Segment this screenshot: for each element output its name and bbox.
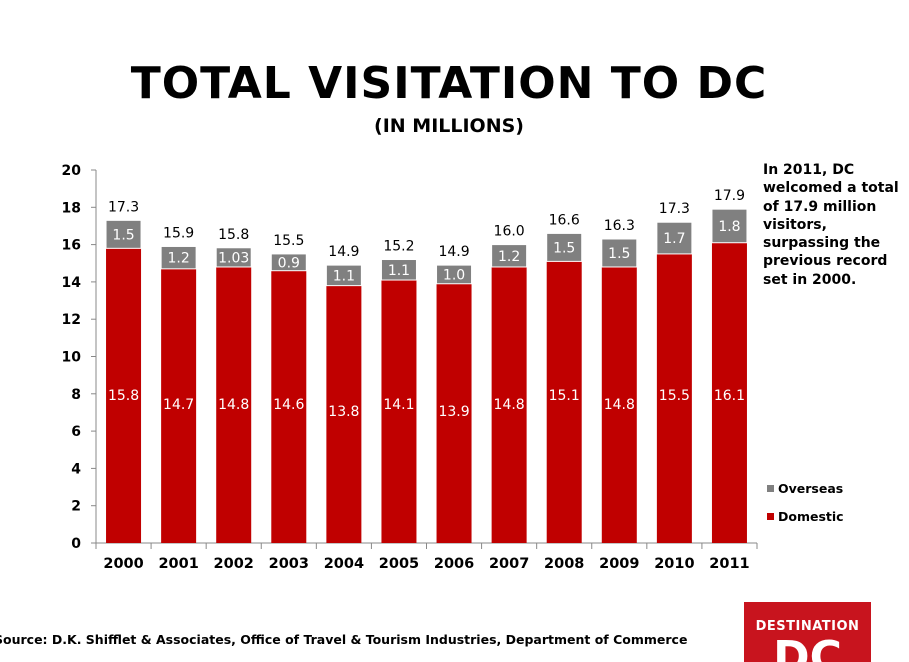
overseas-value-label: 1.5: [112, 227, 134, 243]
total-value-label: 17.3: [108, 199, 139, 215]
total-value-label: 15.5: [273, 233, 304, 249]
bar-overseas: [325, 264, 362, 287]
x-tick-label: 2010: [654, 556, 694, 572]
bar-overseas: [491, 244, 528, 268]
total-value-label: 15.2: [383, 239, 414, 255]
legend-label-domestic: Domestic: [778, 509, 844, 524]
bar-domestic: [381, 280, 417, 543]
domestic-value-label: 14.8: [218, 397, 249, 413]
bar-domestic: [161, 268, 197, 543]
overseas-value-label: 1.2: [167, 251, 189, 267]
bar-domestic: [436, 283, 472, 543]
legend-label-overseas: Overseas: [778, 481, 843, 496]
overseas-value-label: 1.03: [218, 250, 249, 266]
bar-overseas: [436, 264, 473, 285]
bar-overseas: [711, 208, 748, 244]
y-tick-label: 4: [71, 461, 81, 477]
y-tick-label: 6: [71, 424, 81, 440]
destination-dc-logo: DESTINATION DC: [744, 602, 871, 662]
total-value-label: 17.3: [659, 201, 690, 217]
y-tick-label: 0: [71, 536, 81, 552]
overseas-value-label: 1.1: [388, 263, 410, 279]
bar-domestic: [326, 285, 362, 543]
bar-domestic: [601, 266, 637, 543]
total-value-label: 15.8: [218, 227, 249, 243]
y-tick-label: 20: [62, 163, 82, 179]
total-value-label: 15.9: [163, 225, 194, 241]
total-value-label: 14.9: [438, 244, 469, 260]
overseas-value-label: 1.0: [443, 267, 465, 283]
y-tick-label: 10: [62, 350, 82, 366]
bar-overseas: [215, 247, 252, 268]
x-tick-label: 2007: [489, 556, 529, 572]
y-tick-label: 8: [71, 387, 81, 403]
total-value-label: 16.3: [604, 218, 635, 234]
source-note: Source: D.K. Shifflet & Associates, Offi…: [0, 632, 688, 647]
y-tick-label: 18: [62, 200, 81, 216]
overseas-value-label: 1.1: [333, 268, 355, 284]
total-value-label: 14.9: [328, 244, 359, 260]
domestic-value-label: 16.1: [714, 388, 745, 404]
bar-overseas: [380, 259, 417, 281]
x-tick-label: 2004: [324, 556, 364, 572]
x-tick-label: 2003: [269, 556, 309, 572]
x-tick-label: 2009: [599, 556, 639, 572]
chart-title: TOTAL VISITATION TO DC: [130, 58, 768, 109]
bar-domestic: [546, 261, 582, 543]
y-tick-label: 16: [62, 238, 81, 254]
callout-text: In 2011, DC welcomed a total of 17.9 mil…: [763, 162, 899, 288]
y-tick-label: 14: [62, 275, 82, 291]
bar-overseas: [270, 253, 307, 272]
legend-swatch-domestic: [767, 513, 774, 520]
domestic-value-label: 14.7: [163, 397, 194, 413]
total-value-label: 16.0: [494, 224, 525, 240]
logo-main-text: DC: [773, 632, 842, 662]
x-tick-label: 2011: [709, 556, 749, 572]
bar-domestic: [216, 266, 252, 543]
bar-domestic: [271, 270, 307, 543]
overseas-value-label: 1.5: [608, 246, 630, 262]
domestic-value-label: 15.1: [549, 388, 580, 404]
x-tick-label: 2005: [379, 556, 419, 572]
bar-domestic: [656, 253, 692, 544]
bar-overseas: [546, 232, 583, 262]
bar-domestic: [106, 248, 142, 543]
bar-overseas: [601, 238, 638, 268]
overseas-value-label: 1.7: [663, 231, 685, 247]
domestic-value-label: 13.8: [328, 404, 359, 420]
logo-top-text: DESTINATION: [755, 619, 860, 634]
total-value-label: 17.9: [714, 188, 745, 204]
bar-domestic: [711, 242, 747, 544]
domestic-value-label: 14.6: [273, 397, 304, 413]
overseas-value-label: 1.8: [718, 219, 740, 235]
domestic-value-label: 14.1: [383, 397, 414, 413]
chart-subtitle: (IN MILLIONS): [374, 115, 524, 137]
overseas-value-label: 1.5: [553, 240, 575, 256]
domestic-value-label: 15.5: [659, 388, 690, 404]
y-tick-label: 2: [71, 499, 81, 515]
x-tick-label: 2006: [434, 556, 474, 572]
bar-overseas: [105, 219, 142, 249]
x-tick-label: 2008: [544, 556, 584, 572]
domestic-value-label: 14.8: [494, 397, 525, 413]
total-value-label: 16.6: [549, 212, 580, 228]
bar-domestic: [491, 266, 527, 543]
y-tick-label: 12: [62, 312, 81, 328]
domestic-value-label: 14.8: [604, 397, 635, 413]
x-tick-label: 2001: [158, 556, 198, 572]
overseas-value-label: 1.2: [498, 249, 520, 265]
overseas-value-label: 0.9: [278, 255, 300, 271]
x-tick-label: 2000: [103, 556, 143, 572]
bar-overseas: [160, 245, 197, 270]
domestic-value-label: 15.8: [108, 388, 139, 404]
x-tick-label: 2002: [214, 556, 254, 572]
domestic-value-label: 13.9: [438, 404, 469, 420]
bar-overseas: [656, 221, 693, 255]
legend-swatch-overseas: [767, 485, 774, 492]
